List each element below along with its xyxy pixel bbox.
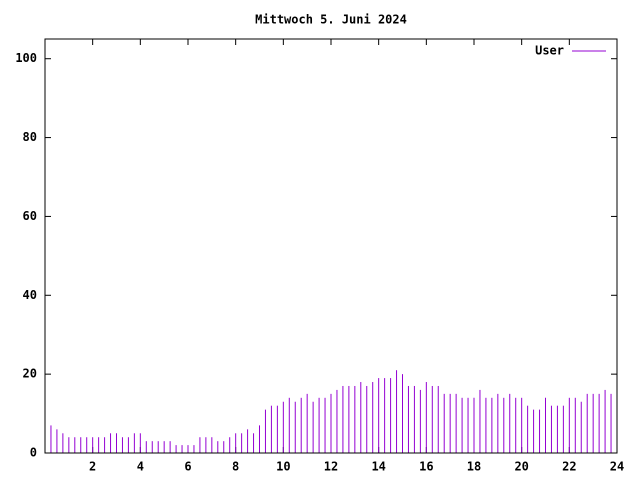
chart-title: Mittwoch 5. Juni 2024 [255, 13, 407, 27]
x-tick-label: 14 [371, 460, 385, 474]
plot-border [44, 38, 618, 454]
legend-label: User [535, 44, 564, 58]
y-tick-label: 80 [23, 130, 37, 144]
x-tick-label: 18 [467, 460, 481, 474]
x-tick-label: 2 [89, 460, 96, 474]
x-tick-label: 10 [276, 460, 290, 474]
x-tick-label: 12 [324, 460, 338, 474]
x-tick-label: 20 [514, 460, 528, 474]
y-tick-label: 0 [30, 446, 37, 460]
y-tick-label: 100 [15, 51, 37, 65]
x-tick-label: 4 [137, 460, 144, 474]
x-tick-label: 8 [232, 460, 239, 474]
x-tick-label: 6 [184, 460, 191, 474]
x-tick-label: 24 [610, 460, 624, 474]
y-tick-label: 20 [23, 367, 37, 381]
y-tick-label: 60 [23, 209, 37, 223]
y-tick-label: 40 [23, 288, 37, 302]
x-tick-label: 22 [562, 460, 576, 474]
x-tick-label: 16 [419, 460, 433, 474]
